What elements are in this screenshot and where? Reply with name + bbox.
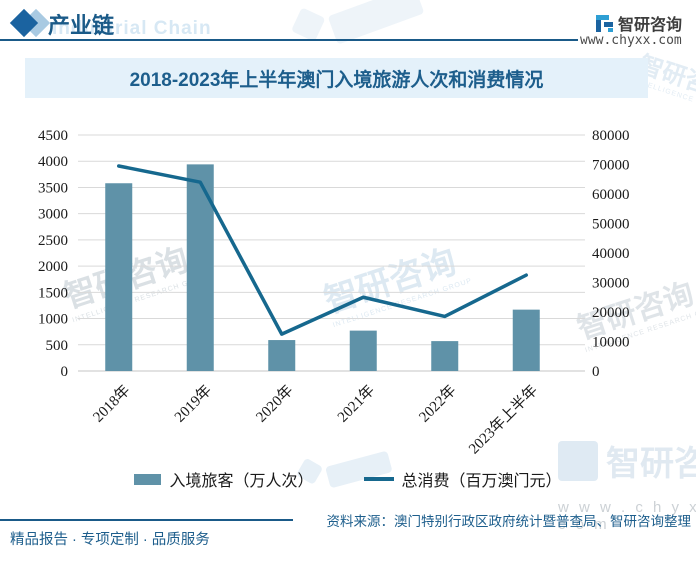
x-axis-label: 2019年 xyxy=(171,382,215,426)
header-divider xyxy=(0,39,578,41)
bar-2022年 xyxy=(431,341,459,371)
left-axis-tick: 3000 xyxy=(38,207,68,223)
left-axis-tick: 500 xyxy=(46,338,69,354)
legend-bar-swatch xyxy=(134,473,162,485)
bar-2019年 xyxy=(186,164,214,371)
legend-line-label: 总消费（百万澳门元） xyxy=(401,473,562,490)
left-axis-tick: 3500 xyxy=(38,180,68,196)
right-axis-tick: 80000 xyxy=(592,128,630,144)
bar-2023年上半年 xyxy=(512,309,540,371)
right-axis-tick: 70000 xyxy=(592,158,630,174)
left-axis-tick: 4500 xyxy=(38,128,68,144)
legend-line-swatch xyxy=(363,477,394,481)
section-title: 产业链 xyxy=(48,13,115,38)
right-axis-tick: 40000 xyxy=(592,246,630,262)
right-axis-tick: 50000 xyxy=(592,217,630,233)
consumption-line xyxy=(117,164,528,336)
legend-item-visitors: 入境旅客（万人次） xyxy=(134,467,314,491)
right-axis-tick: 0 xyxy=(592,364,600,380)
left-axis-tick: 2000 xyxy=(38,259,68,275)
chart-legend: 入境旅客（万人次） 总消费（百万澳门元） xyxy=(0,467,696,491)
x-axis-label: 2023年上半年 xyxy=(465,382,541,458)
left-axis-tick: 0 xyxy=(61,364,69,380)
left-axis-tick: 1000 xyxy=(38,312,68,328)
x-axis-label: 2021年 xyxy=(334,382,378,426)
brand-name: 智研咨询 xyxy=(618,17,683,34)
combo-chart: 0 500 1000 1500 2000 2500 3000 3500 4000 4500 0 100… xyxy=(38,128,630,458)
right-axis-tick: 20000 xyxy=(592,305,630,321)
brand-url: www.chyxx.com xyxy=(580,33,682,48)
data-source: 资料来源：澳门特别行政区政府统计暨普查局、智研咨询整理 xyxy=(326,514,692,529)
right-axis-tick: 30000 xyxy=(592,276,630,292)
brand-block: 智研咨询 xyxy=(596,11,682,35)
right-axis-tick: 10000 xyxy=(592,335,630,351)
legend-bar-label: 入境旅客（万人次） xyxy=(169,473,314,490)
right-axis-tick: 60000 xyxy=(592,187,630,203)
bar-2018年 xyxy=(105,183,133,371)
footer-tagline: 精品报告 · 专项定制 · 品质服务 xyxy=(10,532,210,548)
footer-divider xyxy=(0,519,293,521)
left-axis-tick: 2500 xyxy=(38,233,68,249)
left-axis-tick: 4000 xyxy=(38,154,68,170)
chart-title: 2018-2023年上半年澳门入境旅游人次和消费情况 xyxy=(129,69,544,91)
x-axis-label: 2020年 xyxy=(253,382,297,426)
zhiyan-logo-icon xyxy=(596,14,613,32)
chart-title-band: 2018-2023年上半年澳门入境旅游人次和消费情况 xyxy=(25,58,648,98)
x-axis-label: 2022年 xyxy=(416,382,460,426)
bar-2021年 xyxy=(349,330,377,371)
left-axis-tick: 1500 xyxy=(38,285,68,301)
legend-item-consumption: 总消费（百万澳门元） xyxy=(363,467,562,491)
watermark-logo-top xyxy=(291,0,425,56)
section-title-watermark: Industrial Chain xyxy=(52,18,212,39)
x-axis-label: 2018年 xyxy=(90,382,134,426)
bar-2020年 xyxy=(268,340,296,371)
